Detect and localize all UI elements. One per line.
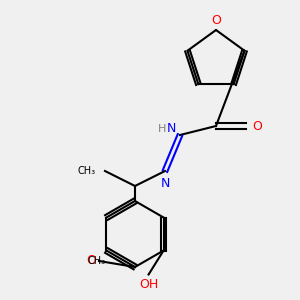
Text: N: N	[166, 122, 176, 136]
Text: O: O	[211, 14, 221, 27]
Text: H: H	[158, 124, 166, 134]
Text: CH₃: CH₃	[87, 256, 105, 266]
Text: N: N	[160, 177, 170, 190]
Text: O: O	[252, 119, 262, 133]
Text: O: O	[86, 254, 96, 268]
Text: OH: OH	[139, 278, 158, 290]
Text: CH₃: CH₃	[78, 166, 96, 176]
